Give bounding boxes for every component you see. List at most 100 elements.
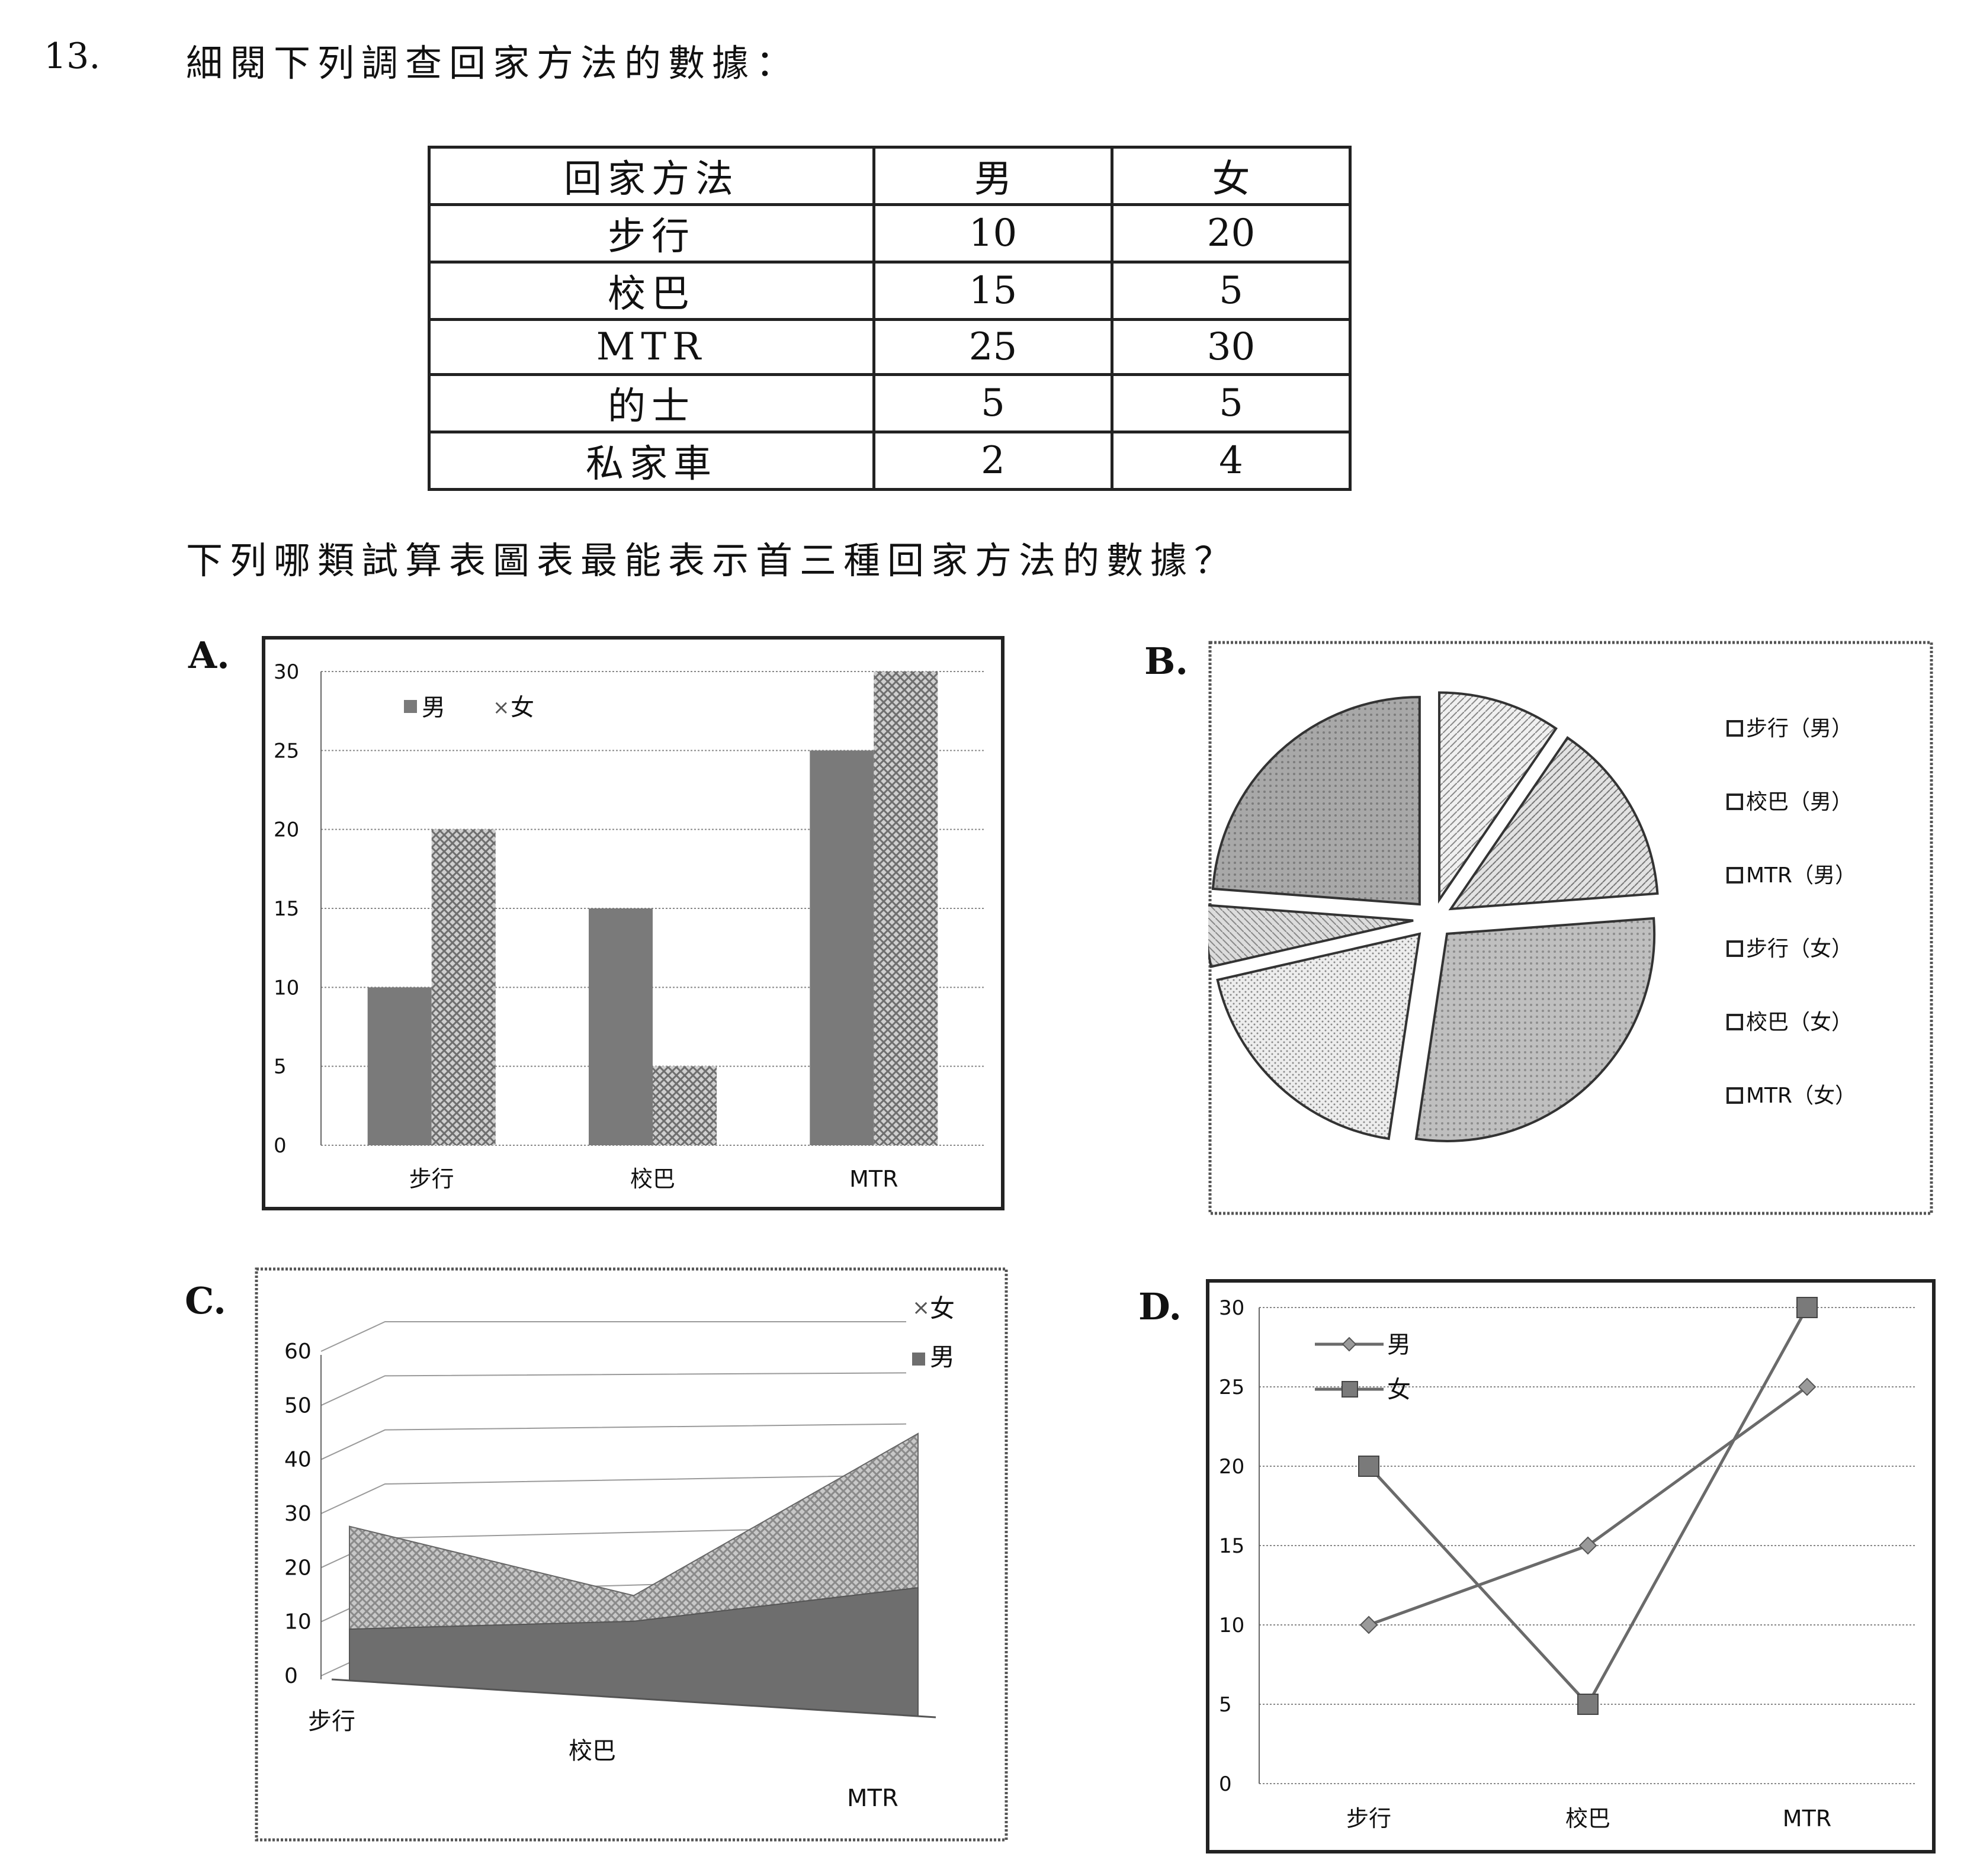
table-cell: 30 — [1111, 318, 1352, 376]
chart-d-legend-label: 女 — [1387, 1376, 1411, 1403]
chart-c-ytick: 0 — [284, 1664, 298, 1688]
table-cell: 5 — [1111, 373, 1352, 433]
chart-a-bar — [589, 908, 653, 1145]
option-d-label: D. — [1138, 1285, 1182, 1328]
chart-b-legend-label: MTR（女） — [1746, 1084, 1856, 1108]
chart-a-xtick: MTR — [849, 1166, 898, 1192]
chart-c-legend-swatch — [912, 1353, 925, 1366]
chart-c-ytick: 50 — [284, 1393, 312, 1418]
table-cell: 私家車 — [428, 431, 875, 491]
chart-b-legend-swatch — [1726, 1014, 1743, 1030]
chart-d-marker — [1359, 1615, 1378, 1634]
chart-a-bar — [367, 987, 432, 1145]
chart-b-legend-swatch — [1726, 940, 1743, 957]
chart-c-gridline — [320, 1372, 907, 1406]
chart-a-ytick: 10 — [274, 976, 299, 1000]
chart-d-marker — [1358, 1456, 1379, 1477]
table-cell: 4 — [1111, 431, 1352, 491]
chart-d-marker — [1798, 1377, 1817, 1396]
chart-d-legend-label: 男 — [1387, 1331, 1411, 1358]
chart-d-legend-marker — [1342, 1381, 1358, 1398]
chart-d-ytick: 0 — [1219, 1772, 1232, 1796]
chart-a-bar — [431, 829, 496, 1145]
table-row: 步行 10 20 — [428, 203, 1352, 264]
chart-c-ytick: 30 — [284, 1502, 312, 1526]
chart-a-bar — [653, 1066, 717, 1145]
table-row: 的士 5 5 — [428, 373, 1352, 433]
chart-d-marker — [1577, 1694, 1599, 1715]
table-cell: 25 — [872, 318, 1113, 376]
chart-a-legend-swatch — [404, 700, 417, 713]
chart-a-bar — [810, 750, 874, 1145]
chart-d-frame — [1206, 1279, 1936, 1853]
chart-d-xtick: 步行 — [1346, 1806, 1391, 1832]
chart-a-bar: 0 5 10 15 20 25 30 步行 校巴 MTR 男 × 女 — [262, 636, 1005, 1210]
chart-c-baseline — [331, 1678, 936, 1718]
chart-c-gridline — [320, 1423, 907, 1460]
chart-c-xtick: 步行 — [308, 1708, 355, 1735]
table-cell: 5 — [1111, 261, 1352, 321]
chart-b-slice — [1211, 696, 1421, 906]
chart-c-ytick: 60 — [284, 1339, 312, 1364]
chart-c-ytick: 10 — [284, 1610, 312, 1634]
chart-a-ytick: 0 — [274, 1134, 287, 1158]
chart-a-bar — [874, 672, 938, 1145]
chart-b-slice — [1414, 917, 1656, 1142]
chart-c-xtick: 校巴 — [569, 1737, 616, 1765]
table-header-row: 回家方法 男 女 — [428, 146, 1352, 206]
table-cell: 2 — [872, 431, 1113, 491]
chart-d-ytick: 25 — [1219, 1376, 1244, 1399]
option-a-label: A. — [188, 634, 230, 677]
table-cell: 校巴 — [428, 261, 875, 321]
chart-a-legend-swatch: × — [493, 696, 510, 719]
table-header-cell: 回家方法 — [428, 146, 875, 206]
chart-d-ytick: 5 — [1219, 1693, 1232, 1717]
chart-b-slice — [1208, 904, 1414, 968]
chart-b-legend-swatch — [1726, 794, 1743, 810]
chart-d-marker — [1578, 1536, 1597, 1555]
chart-d-ytick: 20 — [1219, 1455, 1244, 1479]
chart-a-ytick: 5 — [274, 1055, 287, 1079]
table-header-cell: 女 — [1111, 146, 1352, 206]
chart-c-xtick: MTR — [847, 1785, 898, 1812]
chart-d-ytick: 10 — [1219, 1614, 1244, 1637]
table-header-cell: 男 — [872, 146, 1113, 206]
chart-d-marker — [1796, 1297, 1818, 1318]
chart-b-legend-label: 校巴（女） — [1746, 1010, 1853, 1035]
chart-b-legend-swatch — [1726, 720, 1743, 737]
option-c-label: C. — [185, 1279, 226, 1322]
chart-a-legend-label: 男 — [422, 694, 445, 721]
table-cell: 10 — [872, 203, 1113, 264]
chart-c-gridline — [320, 1321, 906, 1352]
chart-d-xtick: 校巴 — [1565, 1806, 1610, 1832]
chart-c-legend-label: 女 — [930, 1294, 955, 1323]
question-prompt: 下列哪類試算表圖表最能表示首三種回家方法的數據？ — [186, 539, 1238, 582]
chart-c-legend-label: 男 — [930, 1342, 955, 1371]
chart-d-line: 0 5 10 15 20 25 30 步行 校巴 MTR 男女 — [1206, 1279, 1936, 1853]
chart-c-ytick: 40 — [284, 1448, 312, 1472]
chart-b-slice — [1216, 932, 1421, 1141]
chart-a-ytick: 20 — [274, 818, 299, 842]
chart-a-ytick: 30 — [274, 660, 299, 684]
chart-a-xtick: 校巴 — [630, 1166, 675, 1192]
chart-c-gridline — [320, 1475, 907, 1514]
chart-b-legend-label: 步行（男） — [1746, 717, 1853, 741]
chart-a-ytick: 15 — [274, 897, 299, 921]
chart-c-ytick: 20 — [284, 1556, 312, 1580]
table-cell: MTR — [428, 318, 875, 376]
table-cell: 的士 — [428, 373, 875, 433]
table-cell: 5 — [872, 373, 1113, 433]
chart-d-legend-marker — [1342, 1337, 1357, 1352]
option-b-label: B. — [1144, 640, 1188, 683]
table-cell: 20 — [1111, 203, 1352, 264]
chart-b-slice — [1438, 691, 1558, 904]
table-row: 校巴 15 5 — [428, 261, 1352, 321]
chart-b-slice — [1448, 736, 1659, 911]
table-row: 私家車 2 4 — [428, 431, 1352, 491]
table-cell: 15 — [872, 261, 1113, 321]
table-row: MTR 25 30 — [428, 318, 1352, 376]
chart-d-ytick: 15 — [1219, 1534, 1244, 1558]
chart-d-xtick: MTR — [1783, 1806, 1831, 1832]
table-cell: 步行 — [428, 203, 875, 264]
